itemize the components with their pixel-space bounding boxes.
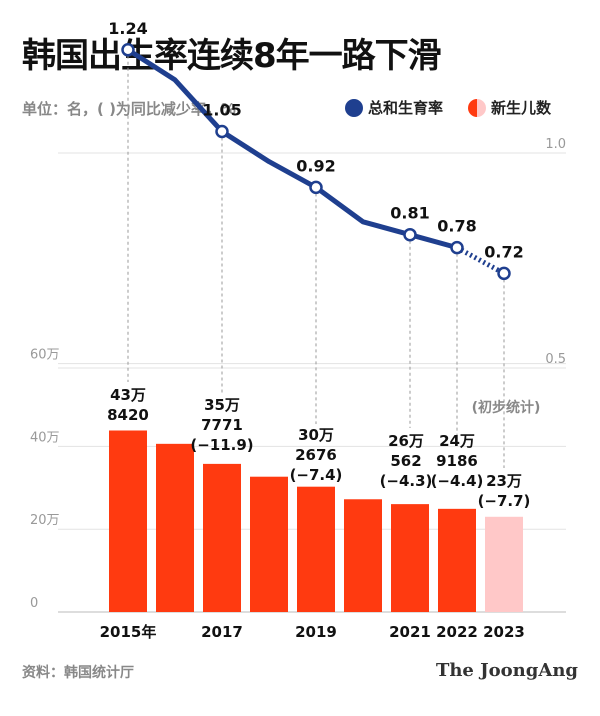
legend-item-births: 新生儿数	[468, 97, 551, 118]
data-label-births: 43万	[110, 386, 146, 404]
y-tick-left: 20万	[30, 513, 60, 528]
y-tick-left: 60万	[30, 348, 60, 363]
point-fertility-rate	[403, 227, 417, 242]
x-tick-label: 2017	[201, 623, 243, 641]
bar-births	[109, 430, 147, 612]
y-tick-right: 0.5	[545, 352, 566, 367]
data-label-births: 2676	[295, 446, 337, 464]
provisional-note: (初步统计)	[472, 399, 541, 416]
data-label-births: (−7.4)	[290, 466, 343, 484]
x-tick-label: 2021	[389, 623, 431, 641]
legend-swatch-fertility-rate	[345, 98, 363, 117]
data-label-fertility-rate: 1.24	[108, 19, 147, 38]
data-label-births: 8420	[107, 406, 149, 424]
legend-label-fertility-rate: 总和生育率	[368, 99, 444, 117]
bar-births	[203, 463, 241, 612]
bar-births	[438, 508, 476, 612]
bar-births	[297, 486, 335, 612]
data-label-births: (−7.7)	[478, 492, 531, 510]
series-line-fertility-rate-provisional	[455, 245, 506, 276]
x-tick-label: 2015年	[100, 623, 157, 641]
data-label-births: 23万	[486, 472, 522, 490]
point-fertility-rate	[309, 180, 323, 195]
point-fertility-rate	[121, 43, 135, 57]
chart-title: 韩国出生率连续8年一路下滑	[22, 36, 442, 76]
point-fertility-rate	[215, 124, 229, 139]
data-label-births: 26万	[388, 432, 424, 450]
source-note: 资料：韩国统计厅	[22, 665, 134, 681]
legend-label-births: 新生儿数	[491, 99, 552, 117]
data-label-births: 9186	[436, 452, 478, 470]
data-label-births: (−4.4)	[431, 472, 484, 490]
data-label-births: 35万	[204, 396, 240, 414]
data-label-fertility-rate: 0.81	[390, 204, 429, 223]
data-label-births: 562	[390, 452, 421, 470]
bar-births	[156, 443, 194, 612]
series-line-fertility-rate	[125, 47, 460, 251]
data-label-births: 30万	[298, 426, 334, 444]
point-fertility-rate	[497, 266, 511, 281]
bar-births	[250, 476, 288, 612]
data-label-fertility-rate: 0.72	[484, 242, 523, 261]
data-label-births: (−11.9)	[190, 436, 253, 454]
y-tick-right: 1.0	[545, 137, 566, 152]
data-label-fertility-rate: 0.78	[437, 217, 476, 236]
bar-births	[485, 516, 523, 612]
bar-births	[344, 499, 382, 612]
unit-note: 单位：名，( )为同比减少率，%	[22, 100, 236, 118]
brand-logo: The JoongAng	[435, 660, 578, 681]
data-label-births: (−4.3)	[380, 472, 433, 490]
data-label-births: 7771	[201, 416, 243, 434]
data-label-births: 24万	[439, 432, 475, 450]
legend-item-fertility-rate: 总和生育率	[345, 97, 443, 118]
point-fertility-rate	[450, 240, 464, 255]
bar-births	[391, 504, 429, 612]
data-label-fertility-rate: 0.92	[296, 156, 335, 175]
legend-swatch-births	[468, 98, 486, 117]
x-tick-label: 2022	[436, 623, 478, 641]
x-tick-label: 2023	[483, 623, 525, 641]
data-label-fertility-rate: 1.05	[202, 101, 241, 120]
x-tick-label: 2019	[295, 623, 337, 641]
y-tick-left: 40万	[30, 430, 60, 445]
y-tick-left: 0	[30, 596, 38, 611]
